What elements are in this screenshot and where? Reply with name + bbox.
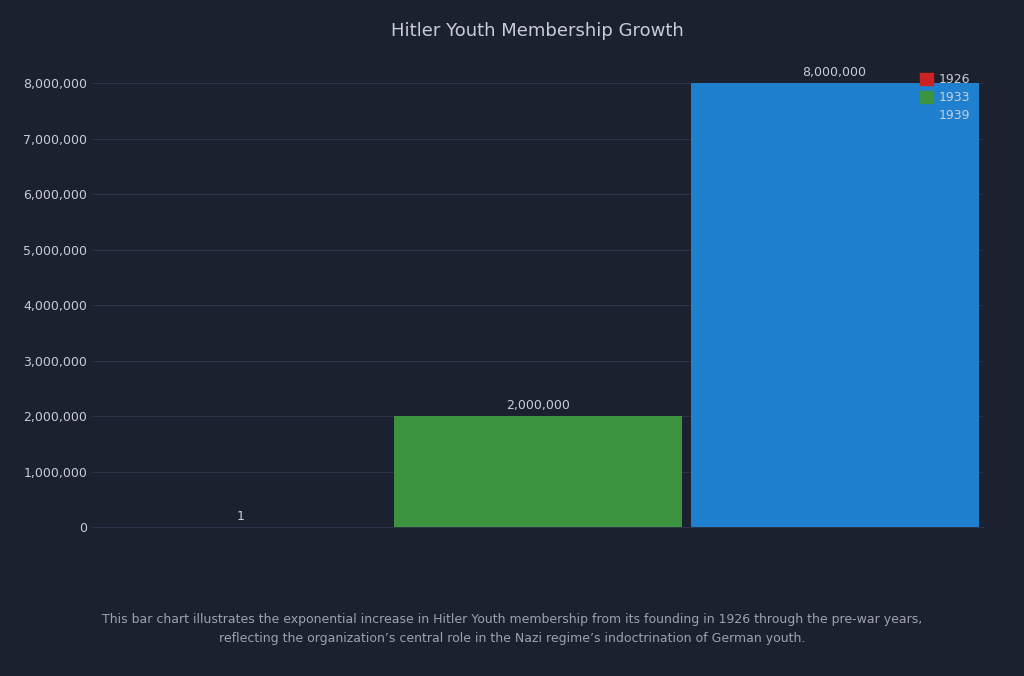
- Text: 2,000,000: 2,000,000: [506, 399, 569, 412]
- Bar: [690, 83, 979, 527]
- Text: 8,000,000: 8,000,000: [803, 66, 866, 78]
- Text: 1: 1: [237, 510, 245, 523]
- Legend: 1926, 1933, 1939: 1926, 1933, 1939: [914, 67, 977, 128]
- Title: Hitler Youth Membership Growth: Hitler Youth Membership Growth: [391, 22, 684, 40]
- Text: This bar chart illustrates the exponential increase in Hitler Youth membership f: This bar chart illustrates the exponenti…: [101, 612, 923, 645]
- Bar: [393, 416, 682, 527]
